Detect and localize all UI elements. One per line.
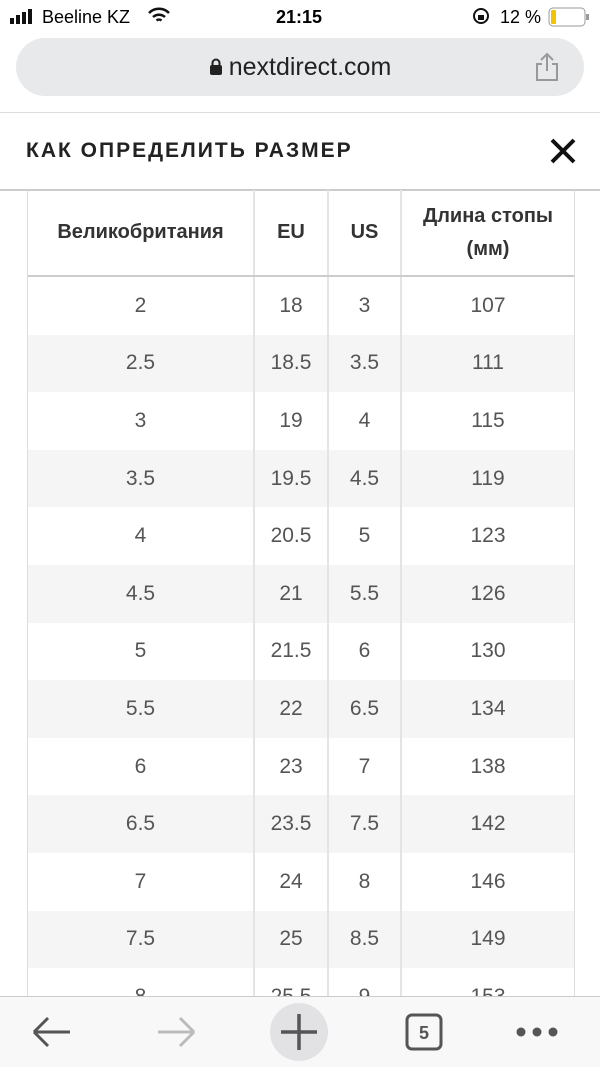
modal-header: КАК ОПРЕДЕЛИТЬ РАЗМЕР: [0, 112, 600, 191]
table-row: 5 21.5 6 130: [28, 622, 574, 681]
table-cell: 2: [28, 276, 255, 335]
table-cell: 25.5: [254, 968, 329, 996]
table-cell: 6.5: [28, 795, 255, 853]
new-tab-button[interactable]: [270, 1003, 328, 1061]
table-row: 4.5 21 5.5 126: [28, 564, 574, 623]
forward-button[interactable]: [158, 1016, 196, 1048]
size-table-container: Великобритания EU US Длина стопы (мм) 2 18 3 10…: [27, 190, 575, 996]
table-cell: 119: [401, 449, 574, 508]
table-cell: 8: [28, 968, 255, 996]
time: 21:15: [276, 7, 323, 27]
table-cell: 149: [401, 910, 574, 969]
column-header: EU: [254, 190, 329, 277]
table-cell: 3.5: [28, 449, 255, 508]
table-cell: 6.5: [328, 680, 402, 738]
table-row: 6 23 7 138: [28, 737, 574, 796]
table-cell: 130: [470, 639, 506, 663]
battery-text: 12 %: [500, 7, 542, 27]
table-row: 5.5 22 6.5 134: [28, 680, 574, 738]
table-row: 2.5 18.5 3.5 111: [28, 334, 574, 393]
table-row: 3 19 4 115: [28, 392, 574, 450]
table-cell: 19: [254, 392, 329, 450]
table-cell: 3.5: [328, 334, 402, 393]
table-cell: 138: [470, 754, 506, 778]
table-cell: 25: [254, 910, 329, 969]
table-cell: 18.5: [254, 334, 329, 393]
close-button[interactable]: [549, 137, 577, 165]
table-cell: 23: [254, 737, 329, 796]
table-cell: 3: [328, 276, 402, 335]
table-cell: 7.5: [328, 795, 402, 853]
table-cell: 6: [328, 622, 402, 681]
table-cell: 8: [328, 852, 402, 911]
header-row: Великобритания EU US Длина стопы (мм): [28, 190, 574, 277]
tab-count: 5: [419, 1023, 429, 1043]
status-bar: Beeline KZ 21:15 12 %: [0, 0, 600, 34]
url: nextdirect.com: [228, 53, 392, 81]
table-cell: 7: [328, 737, 402, 796]
table-cell: 21.5: [254, 622, 329, 681]
table-cell: 4.5: [28, 564, 255, 623]
toolbar: 5: [0, 996, 600, 1067]
column-header: Длина стопы (мм): [401, 190, 574, 277]
table-cell: 24: [254, 852, 329, 911]
table-cell: 142: [401, 795, 574, 853]
table-cell: 21: [254, 564, 329, 623]
table-cell: 5: [328, 507, 402, 565]
table-cell: 134: [401, 680, 574, 738]
table-cell: 6: [28, 737, 255, 796]
more-button[interactable]: [516, 1027, 558, 1037]
table-row: 2 18 3 107: [28, 276, 574, 335]
table-cell: 153: [401, 968, 574, 996]
table-cell: 5: [28, 622, 255, 681]
back-button[interactable]: [32, 1016, 70, 1048]
table-cell: 23.5: [254, 795, 329, 853]
modal-title: КАК ОПРЕДЕЛИТЬ РАЗМЕР: [26, 139, 353, 162]
table-cell: 5.5: [328, 564, 402, 623]
table-cell: 18: [254, 276, 329, 335]
table-cell: 146: [470, 869, 506, 893]
lock-icon: [209, 58, 222, 75]
table-cell: 22: [254, 680, 329, 738]
table-cell: 115: [471, 408, 505, 432]
table-cell: 4: [28, 507, 255, 565]
table-cell: 3: [28, 392, 255, 450]
size-table: Великобритания EU US Длина стопы (мм) 2 18 3 10…: [28, 190, 574, 996]
table-cell: 107: [470, 293, 506, 317]
table-cell: 20.5: [254, 507, 329, 565]
battery-icon: [548, 7, 589, 27]
column-header: US: [328, 190, 402, 277]
wifi-icon: [148, 7, 170, 22]
table-cell: 4.5: [328, 449, 402, 508]
table-cell: 8.5: [328, 910, 402, 969]
signal-icon: [10, 9, 32, 24]
table-row: 825.59153: [28, 968, 574, 996]
tabs-button[interactable]: [405, 1013, 443, 1051]
toolbar-icons: 5: [32, 1003, 558, 1061]
table-row: 4 20.5 5 123: [28, 507, 574, 565]
table-row: 6.5 23.5 7.5 142: [28, 795, 574, 853]
lock-rotation-icon: [473, 8, 489, 24]
table-row: 7.5 25 8.5 149: [28, 910, 574, 969]
table-cell: 5.5: [28, 680, 255, 738]
table-cell: 2.5: [28, 334, 255, 393]
carrier: Beeline KZ: [42, 7, 131, 27]
table-cell: 7.5: [28, 910, 255, 969]
table-cell: 111: [401, 334, 574, 393]
table-cell: 9: [328, 968, 402, 996]
table-cell: 7: [28, 852, 255, 911]
table-cell: 126: [401, 564, 574, 623]
table-cell: 123: [470, 524, 506, 548]
share-button[interactable]: [534, 52, 560, 82]
table-row: 3.5 19.5 4.5 119: [28, 449, 574, 508]
address-bar[interactable]: nextdirect.com: [16, 38, 584, 96]
table-cell: 19.5: [254, 449, 329, 508]
table-row: 7 24 8 146: [28, 852, 574, 911]
table-cell: 4: [328, 392, 402, 450]
column-header: Великобритания: [28, 190, 255, 277]
